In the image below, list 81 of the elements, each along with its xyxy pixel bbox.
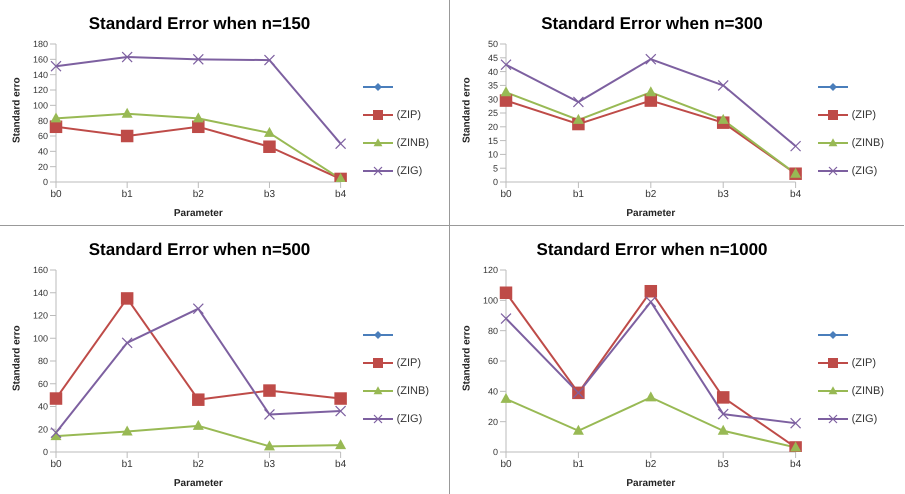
x-tick-label: b1 — [572, 189, 584, 200]
x-tick-label: b4 — [335, 458, 347, 470]
x-tick-label: b1 — [572, 458, 584, 470]
x-tick-label: b4 — [790, 189, 802, 200]
x-tick-label: b1 — [122, 189, 134, 200]
legend-label: (ZIG) — [852, 164, 878, 179]
x-axis-title: Parameter — [626, 208, 676, 219]
y-tick-label: 0 — [42, 177, 48, 188]
y-axis-title: Standard erro — [462, 324, 473, 390]
y-tick-label: 140 — [32, 70, 48, 80]
y-tick-label: 100 — [32, 100, 48, 111]
x-tick-label: b2 — [192, 458, 204, 470]
x-tick-label: b0 — [50, 189, 62, 200]
legend-label: (ZINB) — [852, 136, 884, 151]
y-tick-label: 180 — [32, 39, 48, 50]
y-tick-label: 50 — [488, 39, 498, 50]
chart-title: Standard Error when n=300 — [540, 13, 764, 35]
y-axis-title: Standard erro — [12, 77, 23, 143]
chart-title: Standard Error when n=500 — [88, 238, 312, 260]
legend-label: (ZIP) — [396, 108, 422, 123]
x-tick-label: b4 — [335, 189, 347, 200]
y-tick-label: 20 — [38, 424, 48, 434]
legend-label: (ZIP) — [396, 356, 422, 370]
y-tick-label: 60 — [38, 131, 48, 142]
x-tick-label: b0 — [50, 458, 62, 470]
y-tick-label: 120 — [32, 85, 48, 96]
x-tick-label: b3 — [718, 458, 730, 470]
y-tick-label: 160 — [32, 264, 48, 275]
x-tick-label: b0 — [500, 189, 512, 200]
y-tick-label: 60 — [38, 378, 48, 388]
y-tick-label: 15 — [488, 136, 498, 146]
x-tick-label: b3 — [264, 458, 276, 470]
x-tick-label: b4 — [790, 458, 802, 470]
x-tick-label: b1 — [122, 458, 134, 470]
y-tick-label: 10 — [488, 150, 498, 160]
y-tick-label: 5 — [492, 163, 498, 174]
y-tick-label: 20 — [488, 122, 498, 132]
legend-label: (ZIP) — [852, 356, 876, 370]
y-tick-label: 80 — [488, 325, 498, 336]
x-tick-label: b2 — [645, 189, 657, 200]
y-tick-label: 40 — [38, 401, 48, 412]
y-tick-label: 0 — [492, 446, 498, 457]
y-tick-label: 30 — [488, 94, 498, 104]
legend-label: (ZINB) — [396, 384, 429, 398]
x-tick-label: b2 — [192, 189, 204, 200]
y-tick-label: 45 — [488, 52, 498, 63]
y-tick-label: 0 — [42, 446, 48, 457]
y-tick-label: 60 — [488, 356, 498, 366]
y-tick-label: 100 — [32, 332, 48, 343]
y-tick-label: 40 — [488, 386, 498, 396]
y-tick-label: 20 — [488, 416, 498, 426]
y-tick-label: 20 — [38, 162, 48, 172]
y-tick-label: 100 — [482, 295, 498, 306]
y-tick-label: 40 — [488, 66, 498, 77]
chart-title: Standard Error when n=150 — [88, 13, 312, 35]
y-tick-label: 160 — [32, 54, 48, 65]
legend-label: (ZIG) — [396, 412, 422, 426]
legend-label: (ZINB) — [852, 384, 884, 398]
x-axis-title: Parameter — [626, 478, 676, 488]
x-tick-label: b3 — [718, 189, 730, 200]
y-tick-label: 140 — [32, 287, 48, 298]
x-tick-label: b2 — [645, 458, 657, 470]
y-tick-label: 40 — [38, 146, 48, 157]
x-tick-label: b3 — [264, 189, 276, 200]
y-axis-title: Standard erro — [462, 77, 473, 143]
y-tick-label: 35 — [488, 80, 498, 91]
y-tick-label: 0 — [492, 177, 498, 188]
legend-label: (ZIP) — [852, 108, 876, 123]
y-tick-label: 80 — [38, 356, 48, 366]
y-tick-label: 120 — [482, 264, 498, 275]
x-axis-title: Parameter — [174, 208, 223, 219]
x-tick-label: b0 — [500, 458, 512, 470]
legend-label: (ZIG) — [852, 412, 878, 426]
chart-title: Standard Error when n=1000 — [536, 238, 768, 260]
y-tick-label: 25 — [488, 108, 498, 118]
y-tick-label: 80 — [38, 116, 48, 126]
y-tick-label: 120 — [32, 310, 48, 320]
legend-label: (ZINB) — [396, 136, 429, 151]
legend-label: (ZIG) — [396, 164, 422, 179]
y-axis-title: Standard erro — [12, 324, 23, 390]
x-axis-title: Parameter — [174, 478, 223, 488]
